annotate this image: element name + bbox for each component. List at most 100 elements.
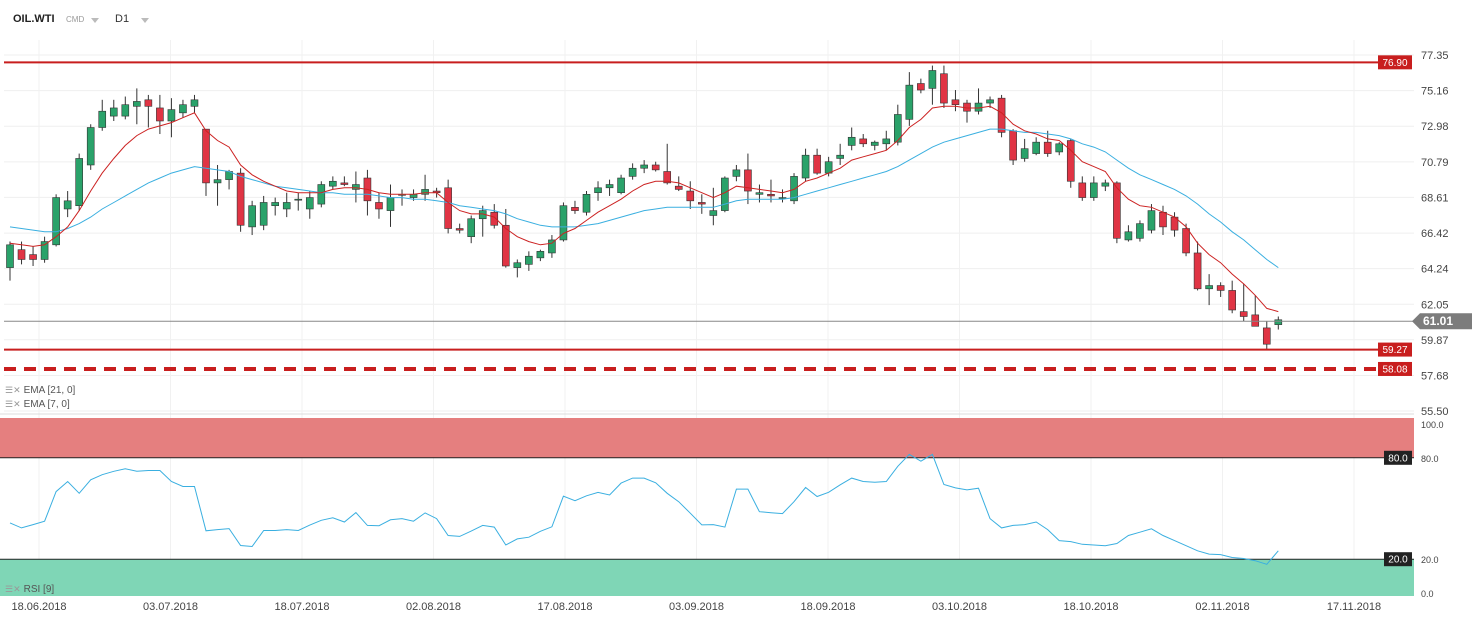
candle — [697, 194, 706, 214]
candle-body — [271, 202, 279, 207]
candle — [951, 90, 960, 112]
candle-body — [628, 167, 637, 177]
candle — [836, 143, 844, 165]
candle-body — [559, 205, 568, 241]
candle-body — [6, 244, 14, 268]
candle — [974, 88, 983, 115]
candle — [1239, 283, 1248, 322]
candle — [213, 164, 222, 206]
price-tick-label: 75.16 — [1421, 86, 1449, 98]
candle — [640, 160, 648, 174]
candle — [501, 208, 510, 268]
candle — [594, 181, 602, 201]
candle-body — [1262, 327, 1271, 345]
symbol-type: CMD — [66, 15, 85, 24]
timeframe-dropdown-icon[interactable] — [141, 18, 149, 23]
candle — [1101, 179, 1110, 192]
candle-body — [236, 172, 245, 226]
candle-body — [525, 255, 533, 265]
candle — [709, 187, 718, 226]
date-tick-label: 02.08.2018 — [406, 601, 461, 613]
candle — [386, 184, 395, 227]
candle-body — [1101, 182, 1110, 187]
rsi-legend[interactable]: ☰✕ RSI [9] — [5, 584, 54, 595]
grid-lines — [4, 40, 1414, 595]
candle — [663, 143, 672, 185]
symbol-dropdown-icon[interactable] — [91, 18, 99, 23]
candle — [167, 98, 176, 138]
candle-body — [1182, 228, 1190, 254]
candle-body — [1124, 231, 1133, 241]
level-tag — [1378, 55, 1412, 70]
date-tick-label: 18.10.2018 — [1063, 601, 1118, 613]
candle — [467, 215, 476, 244]
candle-body — [640, 164, 648, 169]
candle — [790, 173, 798, 205]
candle-body — [767, 194, 775, 197]
symbol-name[interactable]: OIL.WTI — [13, 13, 55, 25]
candle-body — [1274, 319, 1283, 325]
candle — [997, 94, 1006, 138]
indicator-menu-icon[interactable]: ☰✕ — [5, 385, 21, 395]
candle — [1228, 280, 1236, 314]
candle-body — [109, 107, 118, 117]
price-axis: 77.35 75.16 72.98 70.79 68.61 66.42 64.24 62.05… — [1421, 50, 1449, 418]
candle — [190, 94, 199, 113]
candle-body — [894, 114, 902, 143]
candle — [1078, 176, 1087, 201]
candle-body — [144, 99, 153, 107]
candlestick-series — [6, 65, 1283, 350]
candle — [248, 200, 256, 236]
candle — [917, 78, 925, 94]
candle — [63, 191, 72, 218]
candle-body — [98, 110, 107, 128]
rsi-line — [9, 453, 1279, 565]
indicator-menu-icon[interactable]: ☰✕ — [5, 399, 21, 409]
candle-body — [928, 70, 937, 89]
candle — [1124, 225, 1133, 242]
candle-body — [882, 138, 891, 145]
candle-body — [836, 154, 844, 159]
ema7-legend[interactable]: ☰✕ EMA [7, 0] — [5, 399, 70, 410]
candle-body — [1020, 148, 1029, 159]
candle-body — [571, 207, 579, 211]
candle-body — [444, 187, 452, 229]
date-tick-label: 18.09.2018 — [800, 601, 855, 613]
candle — [801, 148, 810, 182]
candle — [1159, 205, 1167, 236]
indicator-menu-icon[interactable]: ☰✕ — [5, 584, 21, 594]
timeframe-selector[interactable]: D1 — [115, 13, 130, 25]
candle — [156, 94, 164, 135]
candle-body — [847, 136, 856, 146]
price-tick-label: 64.24 — [1421, 264, 1449, 276]
candle — [548, 235, 556, 258]
candle-body — [340, 182, 349, 185]
chart-toolbar: OIL.WTI CMD D1 — [0, 0, 1482, 40]
candle — [1274, 316, 1283, 330]
ema21-legend[interactable]: ☰✕ EMA [21, 0] — [5, 385, 75, 396]
candle — [29, 246, 37, 266]
date-tick-label: 03.09.2018 — [669, 601, 724, 613]
candle — [340, 176, 349, 187]
candle-body — [1055, 143, 1064, 153]
candle — [179, 99, 187, 118]
ema21-line — [9, 128, 1279, 269]
candle-body — [467, 218, 476, 237]
candle-body — [490, 211, 499, 226]
candle — [86, 124, 95, 170]
candle — [375, 192, 383, 219]
candle — [513, 259, 522, 278]
candle — [1251, 295, 1260, 327]
candle-body — [513, 262, 522, 268]
candle-body — [548, 239, 556, 254]
candle — [778, 189, 787, 203]
price-tick-label: 55.50 — [1421, 406, 1449, 418]
candle-body — [202, 128, 210, 184]
candle-body — [686, 190, 695, 202]
candle-body — [1136, 223, 1144, 239]
candle — [582, 191, 591, 216]
candle-body — [813, 154, 821, 174]
rsi-tick-label: 80.0 — [1421, 454, 1439, 464]
candle — [271, 197, 279, 216]
